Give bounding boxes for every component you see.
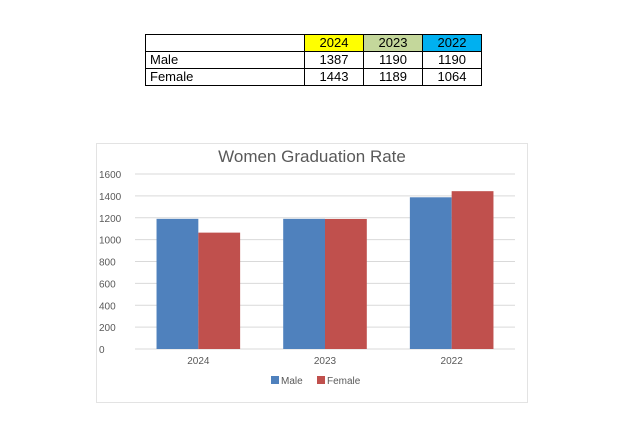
table-header-label[interactable] — [145, 34, 305, 52]
bars — [156, 191, 494, 349]
y-axis-ticks: 0 200 400 600 800 1000 1200 1400 1600 — [99, 170, 122, 356]
table-row-label[interactable]: Female — [145, 68, 305, 86]
legend[interactable]: Male Female — [271, 376, 361, 387]
y-tick-label: 1400 — [99, 192, 122, 203]
table-cell[interactable]: 1443 — [304, 68, 364, 86]
legend-swatch — [317, 376, 325, 384]
table-cell[interactable]: 1190 — [422, 51, 482, 69]
table-row: Male 1387 1190 1190 — [145, 51, 482, 69]
table-header-row: 2024 2023 2022 — [145, 34, 482, 52]
legend-swatch — [271, 376, 279, 384]
bar-chart: Women Graduation Rate 0 200 400 600 800 1000 1… — [99, 147, 515, 387]
y-tick-label: 0 — [99, 345, 105, 356]
x-tick-label: 2022 — [441, 356, 464, 367]
y-tick-label: 600 — [99, 279, 116, 290]
bar-female[interactable] — [451, 191, 494, 349]
table-cell[interactable]: 1064 — [422, 68, 482, 86]
chart-panel[interactable]: Women Graduation Rate 0 200 400 600 800 1000 1… — [96, 143, 528, 403]
bar-male[interactable] — [156, 218, 199, 349]
table-header-year[interactable]: 2023 — [363, 34, 423, 52]
chart-title: Women Graduation Rate — [218, 147, 406, 166]
table-row: Female 1443 1189 1064 — [145, 68, 482, 86]
bar-female[interactable] — [198, 232, 241, 349]
y-tick-label: 1200 — [99, 214, 122, 225]
table-cell[interactable]: 1189 — [363, 68, 423, 86]
x-tick-label: 2024 — [187, 356, 210, 367]
data-table: 2024 2023 2022 Male 1387 1190 1190 Femal… — [145, 34, 482, 86]
legend-label: Female — [327, 376, 361, 387]
x-tick-label: 2023 — [314, 356, 337, 367]
y-tick-label: 1000 — [99, 236, 122, 247]
x-axis-ticks: 2024 2023 2022 — [187, 356, 463, 367]
table-header-year[interactable]: 2022 — [422, 34, 482, 52]
bar-male[interactable] — [409, 197, 452, 349]
y-tick-label: 1600 — [99, 170, 122, 181]
table-header-year[interactable]: 2024 — [304, 34, 364, 52]
y-tick-label: 400 — [99, 301, 116, 312]
bar-female[interactable] — [325, 218, 367, 349]
y-tick-label: 800 — [99, 258, 116, 269]
y-tick-label: 200 — [99, 323, 116, 334]
bar-male[interactable] — [283, 218, 325, 349]
table-row-label[interactable]: Male — [145, 51, 305, 69]
table-cell[interactable]: 1190 — [363, 51, 423, 69]
legend-label: Male — [281, 376, 303, 387]
table-cell[interactable]: 1387 — [304, 51, 364, 69]
